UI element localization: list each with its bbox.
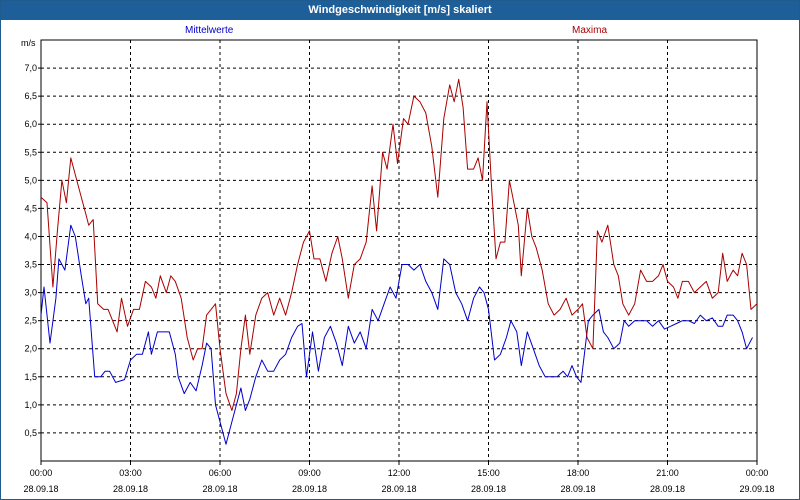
y-tick-label: 1,0 — [24, 400, 37, 410]
y-tick-label: 4,0 — [24, 231, 37, 241]
x-tick-time: 06:00 — [209, 468, 232, 478]
series-line-maxima — [40, 78, 758, 411]
x-tick-time: 00:00 — [30, 468, 53, 478]
y-tick-label: 6,0 — [24, 119, 37, 129]
x-tick-time: 03:00 — [119, 468, 142, 478]
x-tick-time: 00:00 — [746, 468, 769, 478]
x-tick-date: 28.09.18 — [113, 484, 148, 494]
grid — [41, 40, 757, 461]
x-axis-ticks: 00:00 28.09.18 03:00 28.09.18 06:00 28.09.18 0… — [23, 461, 775, 494]
x-tick-time: 09:00 — [298, 468, 321, 478]
y-tick-label: 3,5 — [24, 260, 37, 270]
y-tick-label: 4,5 — [24, 203, 37, 213]
y-tick-label: 2,5 — [24, 316, 37, 326]
y-tick-label: 2,0 — [24, 344, 37, 354]
y-axis-unit: m/s — [21, 38, 36, 48]
x-tick-date: 28.09.18 — [560, 484, 595, 494]
series-lines — [40, 78, 758, 445]
x-tick-date: 28.09.18 — [471, 484, 506, 494]
y-tick-label: 7,0 — [24, 63, 37, 73]
y-tick-label: 5,5 — [24, 147, 37, 157]
x-tick-date: 28.09.18 — [381, 484, 416, 494]
x-tick-time: 21:00 — [656, 468, 679, 478]
y-axis-ticks: 0,5 1,0 1,5 2,0 2,5 3,0 3,5 4,0 4,5 5,0 5,5 6,0 6,5 7… — [24, 63, 41, 438]
x-tick-date: 28.09.18 — [292, 484, 327, 494]
x-tick-date: 28.09.18 — [23, 484, 58, 494]
x-tick-time: 18:00 — [567, 468, 590, 478]
y-tick-label: 5,0 — [24, 175, 37, 185]
legend-maxima: Maxima — [572, 25, 608, 36]
series-line-mittelwerte — [40, 224, 753, 445]
legend-mittelwerte: Mittelwerte — [185, 25, 234, 36]
x-tick-date: 28.09.18 — [202, 484, 237, 494]
x-tick-time: 15:00 — [477, 468, 500, 478]
x-tick-date: 28.09.18 — [650, 484, 685, 494]
x-tick-time: 12:00 — [388, 468, 411, 478]
y-tick-label: 0,5 — [24, 428, 37, 438]
y-tick-label: 3,0 — [24, 288, 37, 298]
x-tick-date: 29.09.18 — [739, 484, 774, 494]
window-title: Windgeschwindigkeit [m/s] skaliert — [1, 1, 799, 20]
y-tick-label: 6,5 — [24, 91, 37, 101]
y-tick-label: 1,5 — [24, 372, 37, 382]
